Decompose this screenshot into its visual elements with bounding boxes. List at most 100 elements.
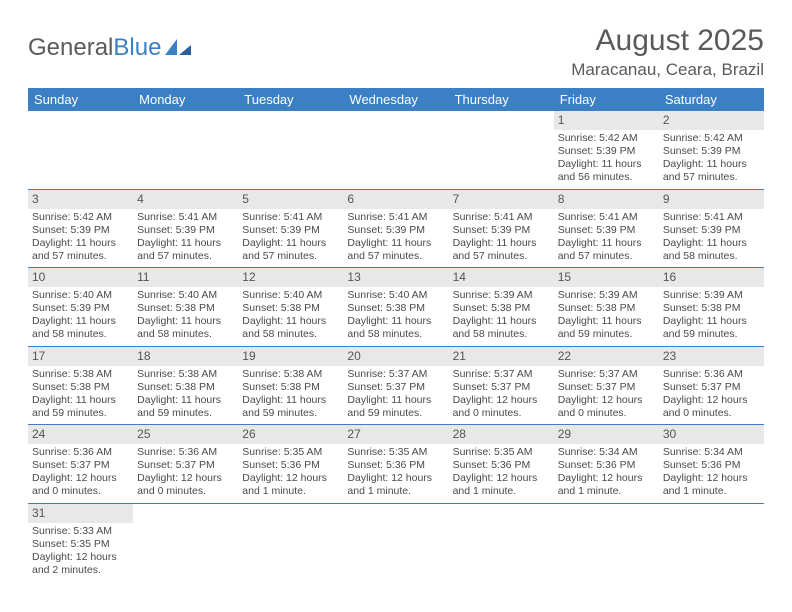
sunset-text: Sunset: 5:37 PM	[453, 381, 550, 394]
calendar-cell	[133, 503, 238, 581]
calendar-cell	[554, 503, 659, 581]
calendar-cell: 9Sunrise: 5:41 AMSunset: 5:39 PMDaylight…	[659, 189, 764, 268]
calendar-cell: 7Sunrise: 5:41 AMSunset: 5:39 PMDaylight…	[449, 189, 554, 268]
day-number: 26	[238, 425, 343, 444]
sunset-text: Sunset: 5:38 PM	[663, 302, 760, 315]
daylight-text: Daylight: 11 hours and 59 minutes.	[137, 394, 234, 420]
sunrise-text: Sunrise: 5:41 AM	[558, 211, 655, 224]
daylight-text: Daylight: 12 hours and 0 minutes.	[558, 394, 655, 420]
calendar-cell	[659, 503, 764, 581]
sunset-text: Sunset: 5:38 PM	[242, 302, 339, 315]
logo-text-2: Blue	[113, 34, 161, 62]
calendar-cell	[28, 111, 133, 189]
day-number: 2	[659, 111, 764, 130]
location-text: Maracanau, Ceara, Brazil	[571, 60, 764, 80]
sunset-text: Sunset: 5:37 PM	[663, 381, 760, 394]
calendar-cell: 22Sunrise: 5:37 AMSunset: 5:37 PMDayligh…	[554, 346, 659, 425]
logo-text-1: General	[28, 34, 113, 62]
calendar-row: 31Sunrise: 5:33 AMSunset: 5:35 PMDayligh…	[28, 503, 764, 581]
daylight-text: Daylight: 12 hours and 1 minute.	[663, 472, 760, 498]
calendar-cell: 23Sunrise: 5:36 AMSunset: 5:37 PMDayligh…	[659, 346, 764, 425]
sunset-text: Sunset: 5:37 PM	[137, 459, 234, 472]
day-number: 9	[659, 190, 764, 209]
sunset-text: Sunset: 5:39 PM	[347, 224, 444, 237]
sunrise-text: Sunrise: 5:38 AM	[32, 368, 129, 381]
sunrise-text: Sunrise: 5:37 AM	[347, 368, 444, 381]
daylight-text: Daylight: 11 hours and 56 minutes.	[558, 158, 655, 184]
daylight-text: Daylight: 11 hours and 59 minutes.	[663, 315, 760, 341]
sunset-text: Sunset: 5:38 PM	[32, 381, 129, 394]
sunrise-text: Sunrise: 5:36 AM	[137, 446, 234, 459]
day-number: 25	[133, 425, 238, 444]
calendar-cell: 11Sunrise: 5:40 AMSunset: 5:38 PMDayligh…	[133, 268, 238, 347]
calendar-cell: 15Sunrise: 5:39 AMSunset: 5:38 PMDayligh…	[554, 268, 659, 347]
calendar-cell: 31Sunrise: 5:33 AMSunset: 5:35 PMDayligh…	[28, 503, 133, 581]
sunrise-text: Sunrise: 5:41 AM	[663, 211, 760, 224]
daylight-text: Daylight: 11 hours and 59 minutes.	[558, 315, 655, 341]
sunset-text: Sunset: 5:37 PM	[558, 381, 655, 394]
day-number: 12	[238, 268, 343, 287]
sunrise-text: Sunrise: 5:37 AM	[453, 368, 550, 381]
title-block: August 2025 Maracanau, Ceara, Brazil	[571, 24, 764, 80]
sunset-text: Sunset: 5:36 PM	[558, 459, 655, 472]
daylight-text: Daylight: 11 hours and 58 minutes.	[347, 315, 444, 341]
sunrise-text: Sunrise: 5:36 AM	[663, 368, 760, 381]
calendar-cell: 14Sunrise: 5:39 AMSunset: 5:38 PMDayligh…	[449, 268, 554, 347]
calendar-cell	[343, 503, 448, 581]
logo: GeneralBlue	[28, 34, 193, 62]
day-number: 11	[133, 268, 238, 287]
daylight-text: Daylight: 11 hours and 58 minutes.	[137, 315, 234, 341]
calendar-row: 10Sunrise: 5:40 AMSunset: 5:39 PMDayligh…	[28, 268, 764, 347]
sunset-text: Sunset: 5:38 PM	[137, 381, 234, 394]
calendar-cell: 3Sunrise: 5:42 AMSunset: 5:39 PMDaylight…	[28, 189, 133, 268]
calendar-row: 24Sunrise: 5:36 AMSunset: 5:37 PMDayligh…	[28, 425, 764, 504]
sunrise-text: Sunrise: 5:39 AM	[558, 289, 655, 302]
day-number: 22	[554, 347, 659, 366]
calendar-cell	[238, 111, 343, 189]
calendar-row: 1Sunrise: 5:42 AMSunset: 5:39 PMDaylight…	[28, 111, 764, 189]
calendar-cell: 2Sunrise: 5:42 AMSunset: 5:39 PMDaylight…	[659, 111, 764, 189]
sunset-text: Sunset: 5:39 PM	[453, 224, 550, 237]
day-number: 3	[28, 190, 133, 209]
calendar-cell: 28Sunrise: 5:35 AMSunset: 5:36 PMDayligh…	[449, 425, 554, 504]
sunrise-text: Sunrise: 5:39 AM	[663, 289, 760, 302]
day-number: 15	[554, 268, 659, 287]
sunrise-text: Sunrise: 5:41 AM	[242, 211, 339, 224]
weekday-header: Sunday	[28, 88, 133, 111]
day-number: 29	[554, 425, 659, 444]
sunrise-text: Sunrise: 5:42 AM	[663, 132, 760, 145]
sunrise-text: Sunrise: 5:34 AM	[558, 446, 655, 459]
calendar-cell: 16Sunrise: 5:39 AMSunset: 5:38 PMDayligh…	[659, 268, 764, 347]
day-number: 1	[554, 111, 659, 130]
sunrise-text: Sunrise: 5:41 AM	[137, 211, 234, 224]
daylight-text: Daylight: 11 hours and 58 minutes.	[32, 315, 129, 341]
sunrise-text: Sunrise: 5:35 AM	[453, 446, 550, 459]
weekday-header: Wednesday	[343, 88, 448, 111]
sunset-text: Sunset: 5:36 PM	[347, 459, 444, 472]
sunrise-text: Sunrise: 5:39 AM	[453, 289, 550, 302]
sunset-text: Sunset: 5:37 PM	[347, 381, 444, 394]
calendar-body: 1Sunrise: 5:42 AMSunset: 5:39 PMDaylight…	[28, 111, 764, 581]
calendar-cell	[343, 111, 448, 189]
daylight-text: Daylight: 12 hours and 2 minutes.	[32, 551, 129, 577]
daylight-text: Daylight: 12 hours and 0 minutes.	[663, 394, 760, 420]
sunrise-text: Sunrise: 5:38 AM	[137, 368, 234, 381]
sunrise-text: Sunrise: 5:38 AM	[242, 368, 339, 381]
sunset-text: Sunset: 5:39 PM	[137, 224, 234, 237]
daylight-text: Daylight: 11 hours and 57 minutes.	[663, 158, 760, 184]
calendar-cell: 24Sunrise: 5:36 AMSunset: 5:37 PMDayligh…	[28, 425, 133, 504]
sunrise-text: Sunrise: 5:41 AM	[453, 211, 550, 224]
daylight-text: Daylight: 11 hours and 59 minutes.	[242, 394, 339, 420]
day-number: 20	[343, 347, 448, 366]
weekday-header: Tuesday	[238, 88, 343, 111]
day-number: 21	[449, 347, 554, 366]
day-number: 27	[343, 425, 448, 444]
calendar-cell: 27Sunrise: 5:35 AMSunset: 5:36 PMDayligh…	[343, 425, 448, 504]
sunrise-text: Sunrise: 5:40 AM	[242, 289, 339, 302]
calendar-cell: 5Sunrise: 5:41 AMSunset: 5:39 PMDaylight…	[238, 189, 343, 268]
calendar-cell: 20Sunrise: 5:37 AMSunset: 5:37 PMDayligh…	[343, 346, 448, 425]
daylight-text: Daylight: 11 hours and 57 minutes.	[558, 237, 655, 263]
calendar-row: 3Sunrise: 5:42 AMSunset: 5:39 PMDaylight…	[28, 189, 764, 268]
day-number: 17	[28, 347, 133, 366]
daylight-text: Daylight: 11 hours and 57 minutes.	[347, 237, 444, 263]
